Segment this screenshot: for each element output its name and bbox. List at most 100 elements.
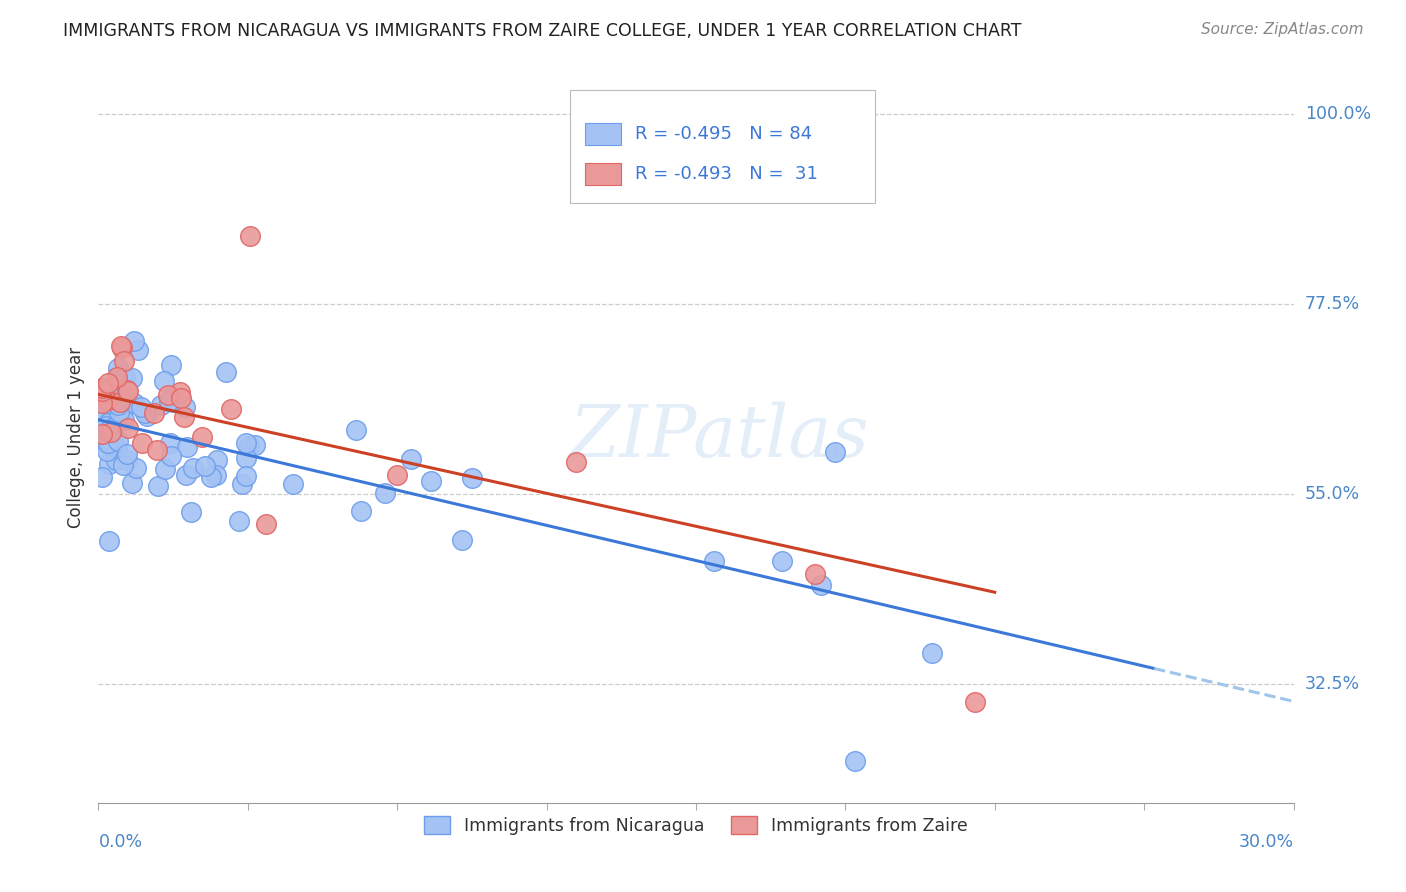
Point: [112, 401, 135, 415]
Text: 100.0%: 100.0%: [1305, 104, 1371, 122]
Point: [107, 360, 129, 375]
Point: [93, 385, 115, 400]
Point: [91, 384, 114, 399]
Point: [963, 695, 986, 709]
Point: [103, 389, 125, 403]
Point: [98, 423, 121, 437]
Text: 55.0%: 55.0%: [1305, 485, 1360, 503]
Point: [200, 470, 222, 484]
Point: [98, 533, 121, 548]
Point: [96, 444, 118, 458]
Point: [153, 374, 176, 388]
Point: [124, 396, 146, 410]
Point: [703, 554, 725, 568]
Point: [159, 358, 181, 372]
Point: [97, 376, 120, 390]
Point: [97, 416, 120, 430]
Text: R = -0.493   N =  31: R = -0.493 N = 31: [636, 165, 818, 183]
Point: [107, 398, 129, 412]
Point: [110, 339, 132, 353]
Point: [98, 457, 121, 471]
Point: [131, 435, 153, 450]
Text: 32.5%: 32.5%: [1305, 675, 1360, 693]
Point: [105, 407, 128, 421]
Point: [117, 421, 139, 435]
Point: [91, 408, 114, 422]
Point: [235, 450, 257, 465]
Point: [153, 462, 176, 476]
Point: [399, 452, 422, 467]
Point: [239, 229, 262, 244]
Point: [844, 754, 866, 768]
Point: [93, 435, 115, 450]
Point: [194, 458, 217, 473]
Point: [107, 405, 129, 419]
Point: [115, 383, 138, 397]
Point: [91, 387, 114, 401]
Text: ZIPatlas: ZIPatlas: [569, 401, 870, 473]
Point: [419, 474, 441, 488]
Point: [191, 430, 214, 444]
Text: 30.0%: 30.0%: [1239, 833, 1294, 851]
Point: [921, 646, 943, 660]
Point: [160, 449, 183, 463]
Point: [170, 392, 193, 406]
Point: [219, 402, 242, 417]
Text: R = -0.495   N = 84: R = -0.495 N = 84: [636, 125, 813, 143]
Legend: Immigrants from Nicaragua, Immigrants from Zaire: Immigrants from Nicaragua, Immigrants fr…: [418, 809, 974, 842]
FancyBboxPatch shape: [571, 90, 876, 203]
Point: [112, 458, 135, 472]
Point: [107, 434, 129, 449]
Text: IMMIGRANTS FROM NICARAGUA VS IMMIGRANTS FROM ZAIRE COLLEGE, UNDER 1 YEAR CORRELA: IMMIGRANTS FROM NICARAGUA VS IMMIGRANTS …: [63, 22, 1022, 40]
Point: [810, 577, 832, 591]
Point: [804, 567, 827, 582]
Point: [122, 334, 145, 348]
Point: [174, 468, 197, 483]
Point: [146, 479, 169, 493]
Point: [235, 468, 257, 483]
Point: [91, 380, 114, 394]
Point: [129, 400, 152, 414]
Point: [350, 504, 373, 518]
Point: [173, 409, 195, 424]
Point: [173, 400, 195, 414]
Point: [181, 461, 204, 475]
Point: [254, 516, 277, 531]
Point: [111, 341, 134, 355]
Point: [115, 453, 138, 467]
Point: [461, 471, 484, 485]
Text: 0.0%: 0.0%: [98, 833, 142, 851]
Y-axis label: College, Under 1 year: College, Under 1 year: [67, 346, 86, 528]
Point: [180, 505, 202, 519]
Point: [98, 395, 121, 409]
Point: [117, 384, 139, 398]
Point: [344, 423, 367, 437]
Point: [772, 554, 794, 568]
Point: [205, 468, 228, 483]
Point: [105, 370, 128, 384]
Point: [108, 395, 131, 409]
Point: [91, 426, 114, 441]
Point: [157, 388, 180, 402]
Bar: [585, 162, 620, 185]
Point: [114, 371, 136, 385]
Point: [150, 398, 173, 412]
Point: [96, 419, 118, 434]
Point: [238, 439, 260, 453]
Point: [97, 381, 120, 395]
Point: [146, 442, 169, 457]
Point: [135, 409, 157, 423]
Point: [115, 447, 138, 461]
Point: [143, 406, 166, 420]
Point: [97, 392, 120, 407]
Text: 77.5%: 77.5%: [1305, 295, 1360, 313]
Text: Source: ZipAtlas.com: Source: ZipAtlas.com: [1201, 22, 1364, 37]
Point: [112, 354, 135, 368]
Point: [103, 419, 125, 434]
Point: [176, 441, 198, 455]
Point: [100, 425, 122, 440]
Point: [451, 533, 474, 548]
Point: [281, 477, 304, 491]
Point: [565, 455, 588, 469]
Point: [91, 395, 114, 409]
